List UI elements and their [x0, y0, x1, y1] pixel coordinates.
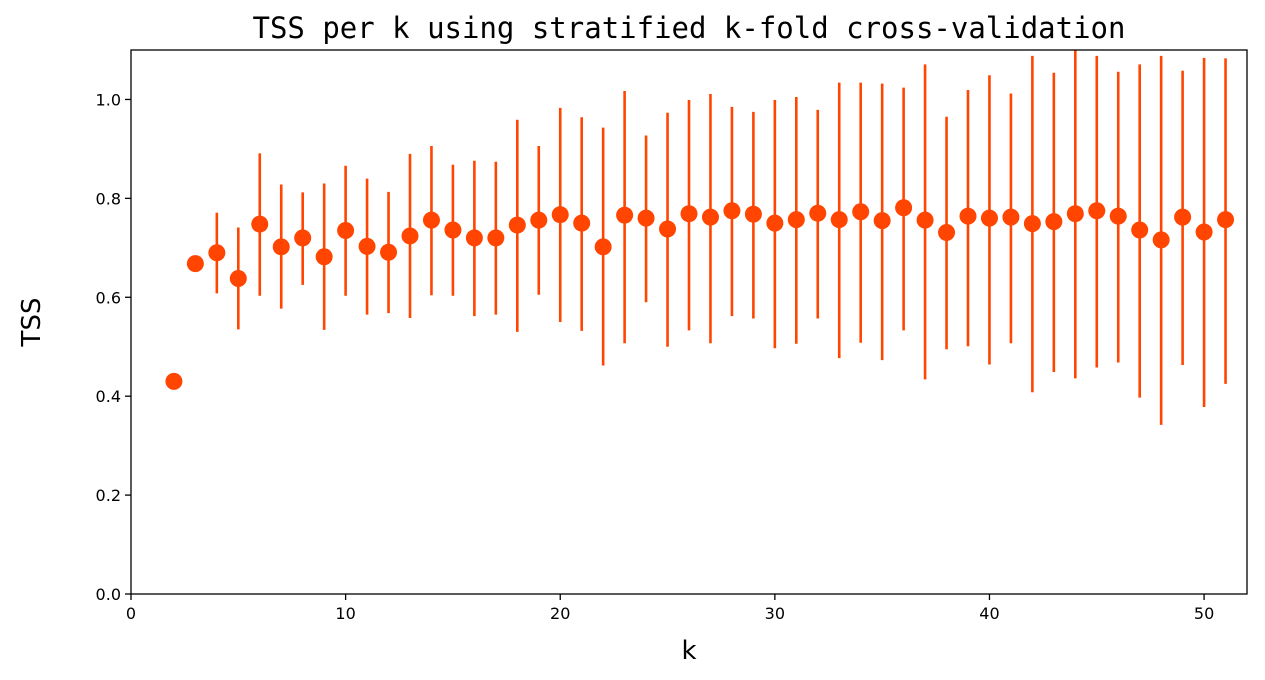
data-point-k-19	[530, 211, 548, 229]
data-point-k-18	[508, 216, 526, 234]
data-point-k-3	[186, 255, 204, 273]
data-point-k-40	[980, 209, 998, 227]
data-point-k-42	[1023, 215, 1041, 233]
data-point-k-49	[1174, 208, 1192, 226]
data-point-k-45	[1088, 202, 1106, 220]
data-point-k-28	[723, 202, 741, 220]
data-point-k-5	[229, 269, 247, 287]
data-point-k-46	[1109, 207, 1127, 225]
chart-title: TSS per k using stratified k-fold cross-…	[253, 11, 1126, 45]
x-tick-label: 50	[1194, 604, 1214, 623]
x-tick-label: 30	[765, 604, 785, 623]
data-point-k-2	[165, 372, 183, 390]
data-point-k-33	[830, 211, 848, 229]
data-point-k-24	[637, 209, 655, 227]
x-tick-label: 40	[979, 604, 999, 623]
y-tick-label: 0.0	[96, 585, 121, 604]
data-point-k-9	[315, 248, 333, 266]
data-point-k-16	[465, 229, 483, 247]
data-point-k-38	[938, 223, 956, 241]
data-point-k-21	[573, 214, 591, 232]
data-point-k-23	[616, 206, 634, 224]
data-point-k-13	[401, 227, 419, 245]
data-point-k-50	[1195, 223, 1213, 241]
x-axis-label: k	[681, 636, 696, 666]
data-point-k-29	[744, 205, 762, 223]
data-point-k-17	[487, 229, 505, 247]
data-point-k-51	[1217, 211, 1235, 229]
data-point-k-11	[358, 237, 376, 255]
y-tick-label: 0.2	[96, 486, 121, 505]
data-point-k-6	[251, 215, 269, 233]
data-point-k-37	[916, 211, 934, 229]
data-point-k-39	[959, 207, 977, 225]
data-point-k-31	[787, 211, 805, 229]
data-point-k-47	[1131, 221, 1149, 239]
y-tick-label: 0.8	[96, 189, 121, 208]
x-tick-label: 20	[550, 604, 570, 623]
plot-frame	[130, 49, 1248, 595]
data-point-k-35	[873, 212, 891, 230]
data-point-k-27	[701, 208, 719, 226]
data-point-k-32	[809, 204, 827, 222]
data-point-k-25	[659, 220, 677, 238]
data-point-k-15	[444, 221, 462, 239]
plot-area	[165, 50, 1235, 425]
data-point-k-14	[422, 211, 440, 229]
x-tick-label: 10	[335, 604, 355, 623]
data-point-k-8	[294, 229, 312, 247]
y-axis-label: TSS	[17, 298, 47, 348]
data-point-k-44	[1066, 205, 1084, 223]
y-tick-label: 0.4	[96, 387, 121, 406]
x-tick-label: 0	[126, 604, 136, 623]
data-point-k-7	[272, 238, 290, 256]
x-axis: 0 10 20 30 40 50	[126, 594, 1214, 623]
data-point-k-20	[551, 206, 569, 224]
y-axis: 0.0 0.2 0.4 0.6 0.8 1.0	[96, 90, 131, 604]
data-point-k-10	[337, 222, 355, 240]
y-tick-label: 1.0	[96, 90, 121, 109]
data-point-k-48	[1152, 231, 1170, 249]
data-point-k-12	[380, 243, 398, 261]
data-point-k-26	[680, 205, 698, 223]
y-tick-label: 0.6	[96, 288, 121, 307]
data-point-k-36	[895, 199, 913, 217]
data-point-k-22	[594, 238, 612, 256]
data-point-k-43	[1045, 213, 1063, 231]
data-point-k-41	[1002, 208, 1020, 226]
data-point-k-4	[208, 244, 226, 262]
data-point-k-30	[766, 214, 784, 232]
data-point-k-34	[852, 203, 870, 221]
